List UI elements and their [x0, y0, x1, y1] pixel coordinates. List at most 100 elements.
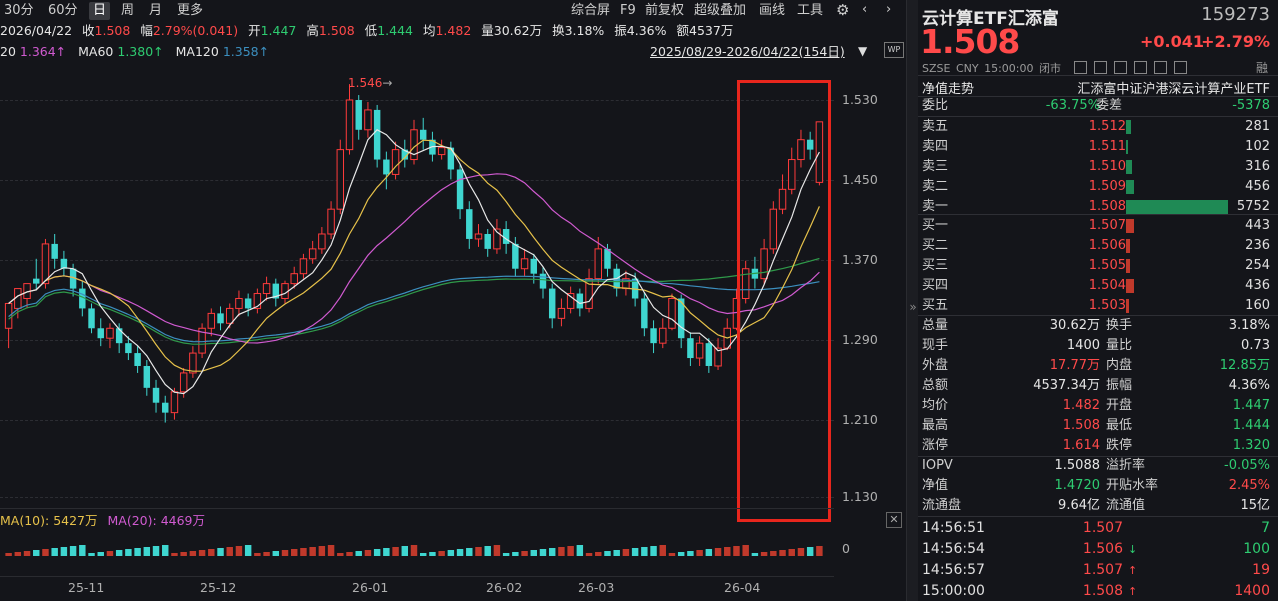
prev-arrow-icon[interactable]: ‹ [862, 2, 868, 17]
ma-line: 20 1.364↑ MA60 1.380↑ MA120 1.358↑ [0, 43, 269, 61]
period-month[interactable]: 月 [149, 3, 163, 18]
stat-label: IOPV [922, 458, 953, 473]
down-arrow-icon: ↓ [1128, 543, 1138, 556]
nav-trend-link[interactable]: 净值走势 [922, 82, 975, 97]
volume-bar [318, 546, 326, 556]
stat-label: 外盘 [922, 358, 949, 373]
stat-row: 总额 4537.34万 振幅 4.36% [918, 376, 1278, 396]
candle [345, 84, 354, 155]
bid-row[interactable]: 买五 1.503 160 [918, 296, 1278, 316]
quote-panel: 云计算ETF汇添富 159273 1.508 +0.041 +2.79% SZS… [918, 0, 1278, 601]
next-arrow-icon[interactable]: › [886, 2, 892, 17]
period-day[interactable]: 日 [89, 2, 111, 20]
period-30min[interactable]: 30分 [4, 3, 34, 18]
bid-row[interactable]: 买一 1.507 443 [918, 216, 1278, 236]
grid-icon[interactable] [1094, 61, 1107, 74]
volume-bar [512, 552, 519, 556]
tools-button[interactable]: 工具 [797, 3, 824, 18]
tick-qty: 100 [1243, 541, 1270, 557]
flag-icon[interactable] [1154, 61, 1167, 74]
x-axis-line [0, 576, 834, 577]
period-60min[interactable]: 60分 [48, 3, 78, 18]
volume-bar [631, 548, 639, 556]
forward-adjust-button[interactable]: 前复权 [645, 3, 685, 18]
wp-icon[interactable]: WP [884, 42, 904, 58]
stat-row: 均价 1.482 开盘 1.447 [918, 396, 1278, 416]
tick-price: 1.507 [1082, 562, 1123, 578]
bid-volume: 160 [1245, 298, 1270, 313]
ask-volume-bar [1126, 180, 1134, 194]
kline-panel[interactable]: 30分 60分 日 周 月 更多 综合屏 F9 前复权 超级叠加 画线 工具 ⚙… [0, 0, 906, 601]
candle [162, 395, 169, 423]
panel-splitter[interactable]: » [906, 0, 919, 601]
ask-price: 1.508 [1088, 199, 1126, 214]
close-volume-icon[interactable]: ✕ [886, 512, 902, 528]
candle [115, 323, 123, 354]
turn-value: 3.18% [564, 23, 605, 38]
settings-icon[interactable]: ⚙ [836, 1, 850, 19]
candle [355, 95, 362, 140]
date-range[interactable]: 2025/08/29-2026/04/22(154日) [650, 44, 845, 59]
ask-volume-bar [1126, 140, 1128, 154]
candlestick-chart[interactable] [0, 60, 834, 580]
ask-row[interactable]: 卖四 1.511 102 [918, 137, 1278, 157]
dropdown-icon[interactable]: ▼ [858, 44, 868, 58]
y-tick: 1.450 [842, 172, 878, 187]
volume-bar [208, 549, 215, 556]
amt-value: 4537万 [689, 23, 734, 38]
volume-bar [530, 550, 537, 556]
ask-volume-bar [1126, 160, 1132, 174]
y-tick: 1.370 [842, 252, 878, 267]
ask-label: 卖三 [922, 159, 949, 174]
period-week[interactable]: 周 [121, 3, 135, 18]
x-tick: 26-01 [352, 580, 389, 595]
ma120-line [8, 275, 820, 343]
low-value: 1.444 [377, 23, 413, 38]
super-overlay-button[interactable]: 超级叠加 [694, 3, 747, 18]
candle [714, 338, 722, 370]
margin-label: 融 [1255, 61, 1268, 75]
volume-bar [696, 550, 703, 556]
volume-bar [244, 545, 252, 556]
amp-label: 振 [614, 23, 627, 38]
candle [641, 292, 648, 337]
ask-price: 1.512 [1088, 119, 1126, 134]
bid-row[interactable]: 买二 1.506 236 [918, 236, 1278, 256]
quote-date: 2026/04/22 [0, 23, 73, 38]
ask-row[interactable]: 卖五 1.512 281 [918, 117, 1278, 137]
list-icon[interactable] [1114, 61, 1127, 74]
bid-row[interactable]: 买三 1.505 254 [918, 256, 1278, 276]
period-more[interactable]: 更多 [177, 3, 204, 18]
tick-row: 14:56:51 1.507 7 [918, 518, 1278, 539]
stat-label: 开盘 [1106, 398, 1133, 413]
candle [88, 303, 95, 334]
draw-line-button[interactable]: 画线 [759, 3, 786, 18]
bid-price: 1.506 [1088, 238, 1126, 253]
stat-label: 总额 [922, 378, 949, 393]
ask-row[interactable]: 卖二 1.509 456 [918, 177, 1278, 197]
volume-bar [60, 547, 68, 556]
stat-label: 溢折率 [1106, 458, 1146, 473]
volume-bar [641, 547, 648, 556]
candle [585, 268, 593, 313]
candle [244, 293, 252, 317]
candle [576, 288, 584, 317]
highlight-box [737, 80, 831, 522]
f9-button[interactable]: F9 [620, 3, 636, 18]
note-icon[interactable] [1174, 61, 1187, 74]
ask-row[interactable]: 卖一 1.508 5752 [918, 197, 1278, 217]
close-label: 收 [82, 23, 95, 38]
ask-row[interactable]: 卖三 1.510 316 [918, 157, 1278, 177]
ask-label: 卖五 [922, 119, 949, 134]
volume-bar [235, 546, 243, 556]
grid-line [0, 100, 834, 101]
composite-screen-button[interactable]: 综合屏 [571, 3, 611, 18]
square-icon[interactable] [1074, 61, 1087, 74]
candle [410, 119, 418, 165]
candle [235, 290, 243, 317]
chart-icon[interactable] [1134, 61, 1147, 74]
bid-row[interactable]: 买四 1.504 436 [918, 276, 1278, 296]
stat-label: 流通盘 [922, 498, 962, 513]
collapse-icon[interactable]: » [909, 300, 917, 314]
candle [539, 266, 547, 299]
